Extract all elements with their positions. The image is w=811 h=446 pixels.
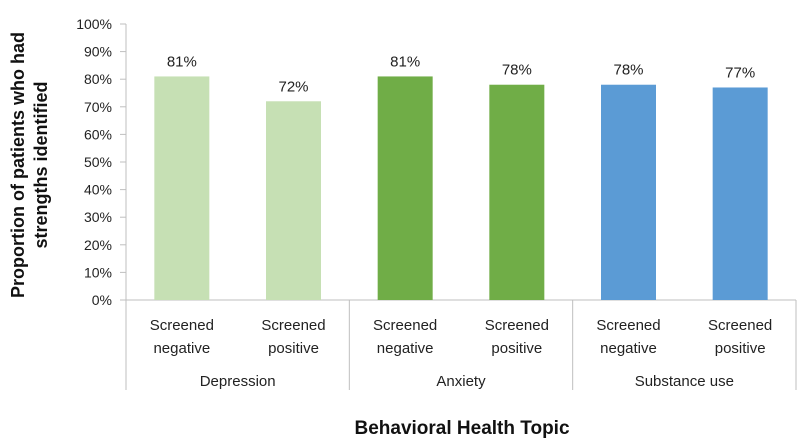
category-label-line-2: positive xyxy=(268,340,319,357)
category-label-line-1: Screened xyxy=(261,317,325,334)
bar xyxy=(154,76,210,300)
y-axis-title: Proportion of patients who had strengths… xyxy=(8,32,51,298)
category-label-line-1: Screened xyxy=(596,317,660,334)
y-tick-label: 10% xyxy=(84,264,112,280)
category-label-line-2: positive xyxy=(715,340,766,357)
y-tick-label: 90% xyxy=(84,44,112,60)
bar xyxy=(266,101,321,300)
y-tick-label: 20% xyxy=(84,237,112,253)
group-label: Anxiety xyxy=(436,373,486,390)
y-tick-label: 100% xyxy=(76,16,112,32)
category-label-line-2: negative xyxy=(377,340,434,357)
y-tick-label: 30% xyxy=(84,209,112,225)
category-label-line-2: negative xyxy=(600,340,657,357)
bar xyxy=(489,84,545,300)
bar xyxy=(712,87,768,300)
y-axis-title-line-2: strengths identified xyxy=(31,81,51,248)
data-label: 72% xyxy=(278,78,308,95)
y-tick-label: 50% xyxy=(84,154,112,170)
category-label-line-1: Screened xyxy=(150,317,214,334)
data-label: 78% xyxy=(502,62,532,79)
category-label-line-1: Screened xyxy=(373,317,437,334)
bar xyxy=(601,84,656,300)
y-tick-label: 80% xyxy=(84,71,112,87)
y-tick-label: 70% xyxy=(84,99,112,115)
data-label: 77% xyxy=(725,64,755,81)
category-label-line-2: positive xyxy=(491,340,542,357)
y-tick-label: 40% xyxy=(84,182,112,198)
data-label: 81% xyxy=(390,53,420,70)
data-label: 81% xyxy=(167,53,197,70)
data-label: 78% xyxy=(613,62,643,79)
category-label-line-2: negative xyxy=(153,340,210,357)
category-label-line-1: Screened xyxy=(485,317,549,334)
group-label: Substance use xyxy=(635,373,734,390)
group-label: Depression xyxy=(200,373,276,390)
y-tick-label: 60% xyxy=(84,126,112,142)
y-axis-title-line-1: Proportion of patients who had xyxy=(8,32,28,298)
y-tick-label: 0% xyxy=(92,292,112,308)
x-axis-title: Behavioral Health Topic xyxy=(354,418,569,439)
bar xyxy=(377,76,433,300)
category-label-line-1: Screened xyxy=(708,317,772,334)
